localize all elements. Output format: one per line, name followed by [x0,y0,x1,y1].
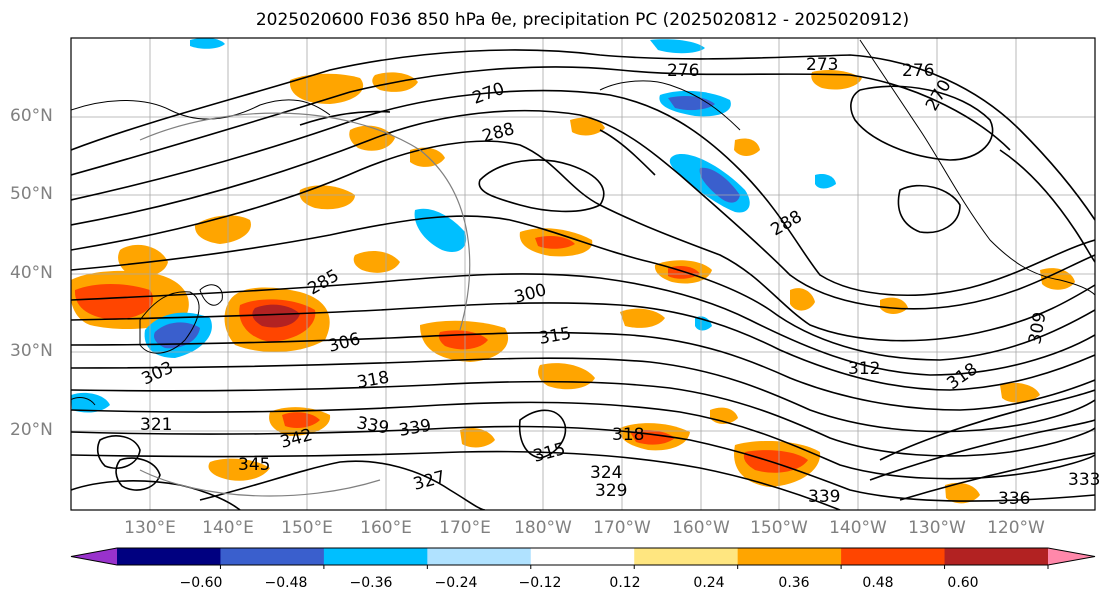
colorbar-extend-min [71,548,117,565]
colorbar-tick-label: 0.60 [947,575,979,591]
contour-label: 336 [998,489,1030,509]
colorbar-swatch [737,548,842,565]
colorbar-extend-max [1048,548,1095,565]
colorbar [70,547,1096,569]
lon-label: 150°W [750,518,808,538]
lat-label-60n: 60°N [10,106,53,126]
colorbar-tick-label: −0.48 [264,575,308,591]
colorbar-swatch [944,548,1049,565]
colorbar-tick-label: 0.24 [693,575,725,591]
colorbar-swatch [117,548,221,565]
colorbar-tick-label: −0.12 [518,575,562,591]
colorbar-swatch [323,548,428,565]
circle-outline [139,112,471,331]
lon-label: 160°E [360,518,412,538]
contour-label: 321 [140,415,172,435]
colorbar-tick-label: −0.60 [179,575,223,591]
lon-label: 130°E [124,518,176,538]
colorbar-swatch [220,548,325,565]
colorbar-swatch [634,548,739,565]
colorbar-tick-label: 0.12 [609,575,641,591]
contour-label: 312 [848,359,880,379]
contour-label: 273 [806,55,838,75]
lon-label: 170°W [593,518,651,538]
contour-label: 345 [238,455,270,475]
contour-label: 276 [667,61,699,81]
colorbar-tick-label: −0.24 [434,575,478,591]
contour-labels: 276 273 276 270 270 288 288 285 300 306 … [139,55,1101,509]
lon-label: 180°W [514,518,572,538]
contour-label: 324 [590,463,622,483]
map-title: 2025020600 F036 850 hPa θe, precipitatio… [255,10,910,30]
lat-label-40n: 40°N [10,263,53,283]
lon-label: 170°E [439,518,491,538]
contour-label: 339 [808,487,840,507]
lon-label: 140°E [202,518,254,538]
contour-label: 276 [902,61,934,81]
colorbar-tick-label: 0.48 [862,575,894,591]
colorbar-swatch [841,548,946,565]
precip-positive-shading [71,70,1075,504]
lon-label: 130°W [908,518,966,538]
lat-label-20n: 20°N [10,420,53,440]
lon-label: 160°W [672,518,730,538]
lon-label: 120°W [987,518,1045,538]
lon-label: 140°W [829,518,887,538]
colorbar-swatch [530,548,635,565]
contour-label: 333 [1068,470,1100,490]
colorbar-tick-label: 0.36 [778,575,810,591]
theta-e-contours [71,49,1095,510]
contour-label: 318 [612,425,644,445]
lat-label-30n: 30°N [10,341,53,361]
contour-label: 329 [595,481,627,501]
lat-label-50n: 50°N [10,184,53,204]
colorbar-tick-label: −0.36 [349,575,393,591]
colorbar-swatch [427,548,532,565]
coastlines [71,39,1095,406]
lon-label: 150°E [281,518,333,538]
